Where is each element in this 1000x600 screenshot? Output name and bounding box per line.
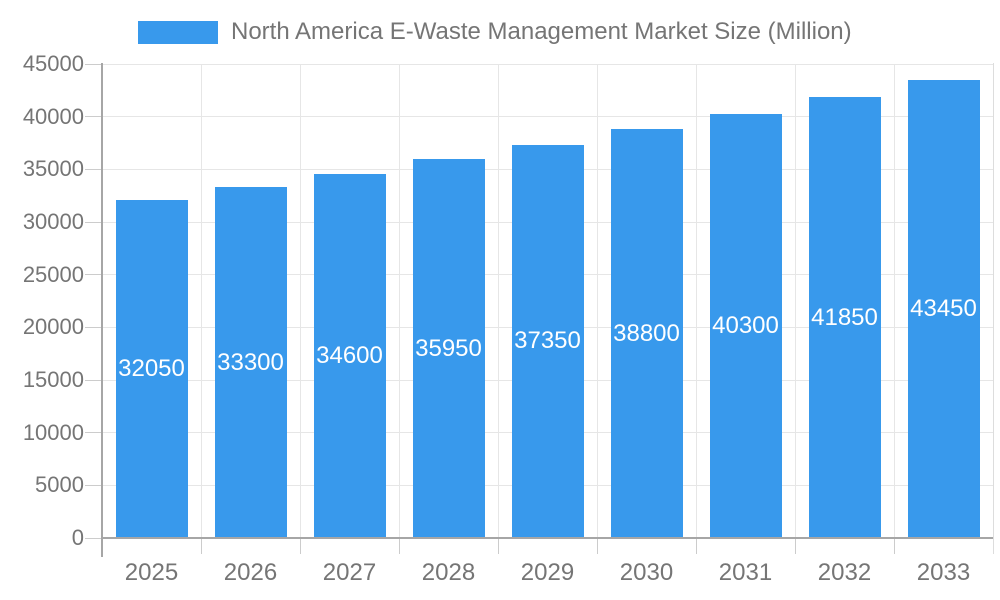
y-axis-label-15000: 15000 (22, 367, 84, 392)
x-axis-label-2029: 2029 (520, 559, 575, 586)
x-tick-7 (794, 538, 796, 554)
y-tick-25000 (85, 274, 102, 276)
y-tick-20000 (85, 326, 102, 328)
bar-2033[interactable] (907, 80, 980, 538)
legend-swatch-icon (138, 20, 218, 44)
y-axis-label-5000: 5000 (35, 472, 84, 498)
y-tick-0 (85, 537, 102, 539)
plot-right-border (993, 63, 994, 554)
gridline-x-7 (794, 64, 796, 538)
gridline-x-4 (497, 64, 499, 538)
y-axis-label-0: 0 (71, 525, 84, 550)
bar-2030[interactable] (610, 129, 683, 538)
y-tick-45000 (85, 63, 102, 65)
x-tick-5 (596, 538, 598, 554)
bar-2028[interactable] (412, 159, 485, 538)
x-tick-1 (200, 538, 202, 554)
y-axis-label-30000: 30000 (22, 209, 84, 234)
y-tick-40000 (85, 116, 102, 118)
gridline-x-6 (695, 64, 697, 538)
x-axis-label-2026: 2026 (223, 559, 278, 586)
x-axis-label-2033: 2033 (916, 559, 971, 586)
x-axis-label-2025: 2025 (124, 559, 179, 586)
y-tick-5000 (85, 484, 102, 486)
legend-label: North America E-Waste Management Market … (231, 18, 852, 45)
y-axis-label-35000: 35000 (22, 156, 84, 182)
legend-item[interactable]: North America E-Waste Management Market … (138, 17, 852, 47)
gridline-y-40000 (102, 116, 993, 118)
x-axis-label-2028: 2028 (421, 559, 476, 586)
x-axis-label-2027: 2027 (322, 559, 377, 586)
bar-2025[interactable] (115, 200, 188, 538)
x-axis-line (102, 537, 993, 539)
x-tick-3 (398, 538, 400, 554)
gridline-x-1 (200, 64, 202, 538)
y-axis-label-20000: 20000 (22, 314, 84, 340)
gridline-x-8 (893, 64, 895, 538)
y-axis-label-40000: 40000 (22, 103, 84, 129)
x-axis-label-2030: 2030 (619, 559, 674, 586)
y-axis-label-45000: 45000 (22, 51, 84, 76)
gridline-y-45000 (102, 63, 993, 65)
bar-2032[interactable] (808, 97, 881, 538)
x-axis-label-2032: 2032 (817, 559, 872, 586)
x-tick-4 (497, 538, 499, 554)
gridline-x-2 (299, 64, 301, 538)
gridline-x-3 (398, 64, 400, 538)
bar-2026[interactable] (214, 187, 287, 538)
y-axis-label-10000: 10000 (22, 419, 84, 445)
gridline-x-5 (596, 64, 598, 538)
y-axis-label-25000: 25000 (22, 261, 84, 287)
bar-2027[interactable] (313, 173, 386, 538)
x-axis-label-2031: 2031 (718, 559, 773, 586)
bar-2031[interactable] (709, 113, 782, 538)
y-tick-10000 (85, 432, 102, 434)
y-tick-35000 (85, 168, 102, 170)
x-tick-2 (299, 538, 301, 554)
x-tick-8 (893, 538, 895, 554)
bar-2029[interactable] (511, 144, 584, 538)
y-axis-line (101, 63, 103, 557)
y-tick-30000 (85, 221, 102, 223)
x-tick-6 (695, 538, 697, 554)
y-tick-15000 (85, 379, 102, 381)
